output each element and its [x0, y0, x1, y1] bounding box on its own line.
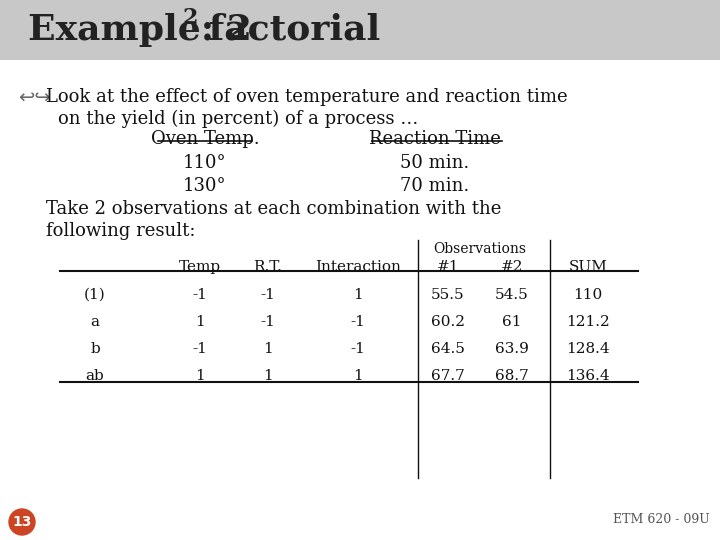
Text: 121.2: 121.2	[566, 315, 610, 329]
Text: Temp: Temp	[179, 260, 221, 274]
Text: (1): (1)	[84, 288, 106, 302]
Text: 54.5: 54.5	[495, 288, 529, 302]
Text: 130°: 130°	[183, 177, 227, 195]
Text: Look at the effect of oven temperature and reaction time: Look at the effect of oven temperature a…	[46, 88, 567, 106]
Text: 68.7: 68.7	[495, 369, 529, 383]
Text: 1: 1	[353, 288, 363, 302]
Text: SUM: SUM	[569, 260, 608, 274]
Text: -1: -1	[261, 315, 276, 329]
Text: Oven Temp.: Oven Temp.	[150, 130, 259, 148]
Text: ETM 620 - 09U: ETM 620 - 09U	[613, 513, 710, 526]
Text: 64.5: 64.5	[431, 342, 465, 356]
Text: 60.2: 60.2	[431, 315, 465, 329]
Text: -1: -1	[351, 315, 366, 329]
Text: ↩↪: ↩↪	[18, 88, 50, 107]
Text: 110: 110	[573, 288, 603, 302]
Text: 1: 1	[195, 369, 205, 383]
Text: -1: -1	[192, 342, 207, 356]
Text: #1: #1	[437, 260, 459, 274]
Text: on the yield (in percent) of a process …: on the yield (in percent) of a process …	[58, 110, 418, 128]
Text: 1: 1	[263, 342, 273, 356]
Text: Take 2 observations at each combination with the: Take 2 observations at each combination …	[46, 200, 501, 218]
Text: a: a	[91, 315, 99, 329]
Text: 2: 2	[182, 7, 197, 29]
Text: #2: #2	[500, 260, 523, 274]
Text: 55.5: 55.5	[431, 288, 465, 302]
Text: Interaction: Interaction	[315, 260, 401, 274]
Text: 70 min.: 70 min.	[400, 177, 469, 195]
Text: Example: 2: Example: 2	[28, 13, 252, 47]
Text: 128.4: 128.4	[566, 342, 610, 356]
Text: 1: 1	[195, 315, 205, 329]
Text: Observations: Observations	[433, 242, 526, 256]
Text: ab: ab	[86, 369, 104, 383]
Text: 63.9: 63.9	[495, 342, 529, 356]
Text: b: b	[90, 342, 100, 356]
Text: following result:: following result:	[46, 222, 196, 240]
FancyBboxPatch shape	[0, 0, 720, 60]
Text: 136.4: 136.4	[566, 369, 610, 383]
Text: 1: 1	[353, 369, 363, 383]
Text: 13: 13	[12, 515, 32, 529]
Text: 1: 1	[263, 369, 273, 383]
Text: 67.7: 67.7	[431, 369, 465, 383]
Text: 110°: 110°	[183, 154, 227, 172]
Text: 61: 61	[503, 315, 522, 329]
Text: R.T.: R.T.	[253, 260, 282, 274]
Text: Reaction Time: Reaction Time	[369, 130, 501, 148]
Text: -1: -1	[261, 288, 276, 302]
Text: -1: -1	[351, 342, 366, 356]
Text: factorial: factorial	[196, 13, 380, 47]
Text: -1: -1	[192, 288, 207, 302]
Text: 50 min.: 50 min.	[400, 154, 469, 172]
Circle shape	[9, 509, 35, 535]
